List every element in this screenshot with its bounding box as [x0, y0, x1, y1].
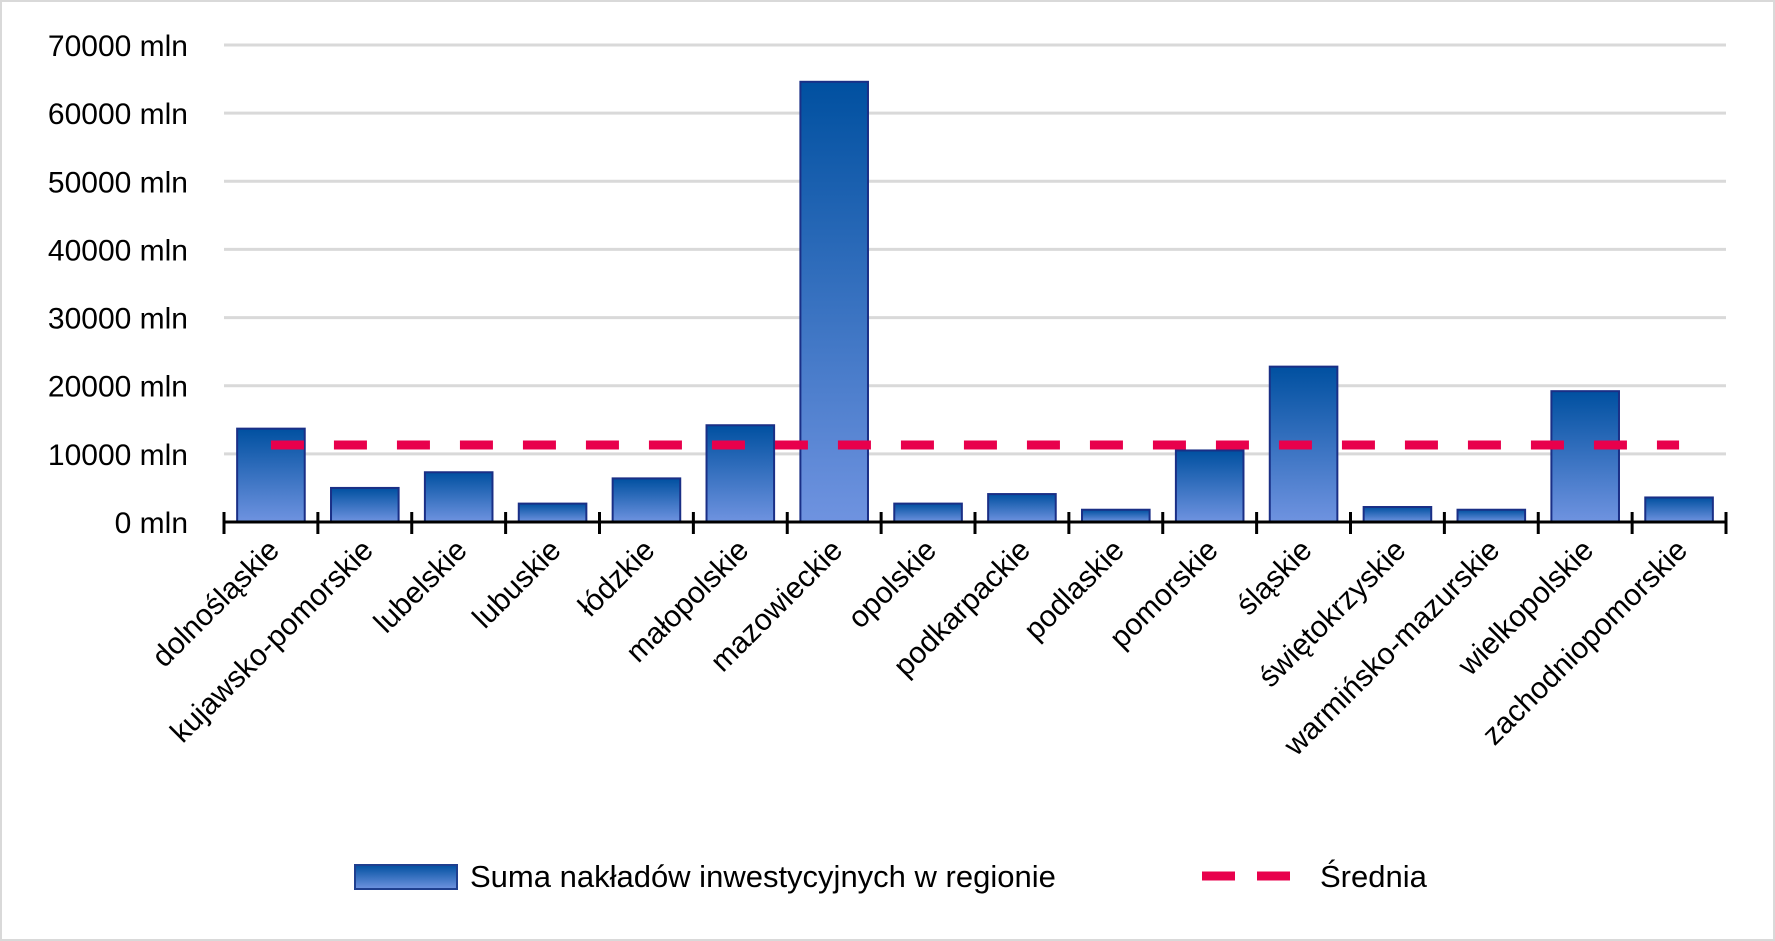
bar [611, 477, 682, 524]
bar [1644, 496, 1714, 523]
bar [517, 502, 588, 524]
y-tick-label: 10000 mln [48, 439, 188, 472]
x-tick-label: łódzkie [572, 534, 661, 623]
bar [1550, 390, 1620, 523]
bar [1362, 506, 1433, 524]
bar [705, 424, 776, 524]
bar [987, 493, 1057, 524]
y-tick-label: 60000 mln [48, 98, 188, 131]
legend-bar-swatch [354, 864, 458, 890]
legend-bar-label: Suma nakładów inwestycyjnych w regionie [470, 859, 1056, 894]
x-tick-label: lubuskie [466, 534, 567, 635]
bar [893, 502, 963, 524]
bar [330, 486, 400, 523]
y-tick-label: 40000 mln [48, 234, 188, 267]
y-tick-label: 30000 mln [48, 303, 188, 336]
bar [799, 80, 869, 523]
y-tick-label: 50000 mln [48, 166, 188, 199]
bar [1456, 508, 1527, 523]
x-axis [222, 512, 1728, 534]
bar [1081, 508, 1151, 523]
gridlines [224, 43, 1726, 456]
y-tick-label: 0 mln [115, 507, 188, 540]
legend: Suma nakładów inwestycyjnych w regionie … [354, 858, 1428, 894]
bar-series [236, 80, 1714, 524]
x-axis-tick-labels: dolnośląskiekujawsko-pomorskielubelskiel… [146, 534, 1694, 763]
y-axis-tick-labels: 0 mln 10000 mln 20000 mln 30000 mln 40000 ml… [48, 30, 188, 540]
legend-average-label: Średnia [1320, 858, 1428, 894]
x-tick-label: lubelskie [368, 534, 474, 640]
y-tick-label: 70000 mln [48, 30, 188, 63]
y-tick-label: 20000 mln [48, 371, 188, 404]
x-tick-label: śląskie [1230, 534, 1318, 622]
bar [1174, 449, 1245, 524]
bar [423, 471, 494, 523]
